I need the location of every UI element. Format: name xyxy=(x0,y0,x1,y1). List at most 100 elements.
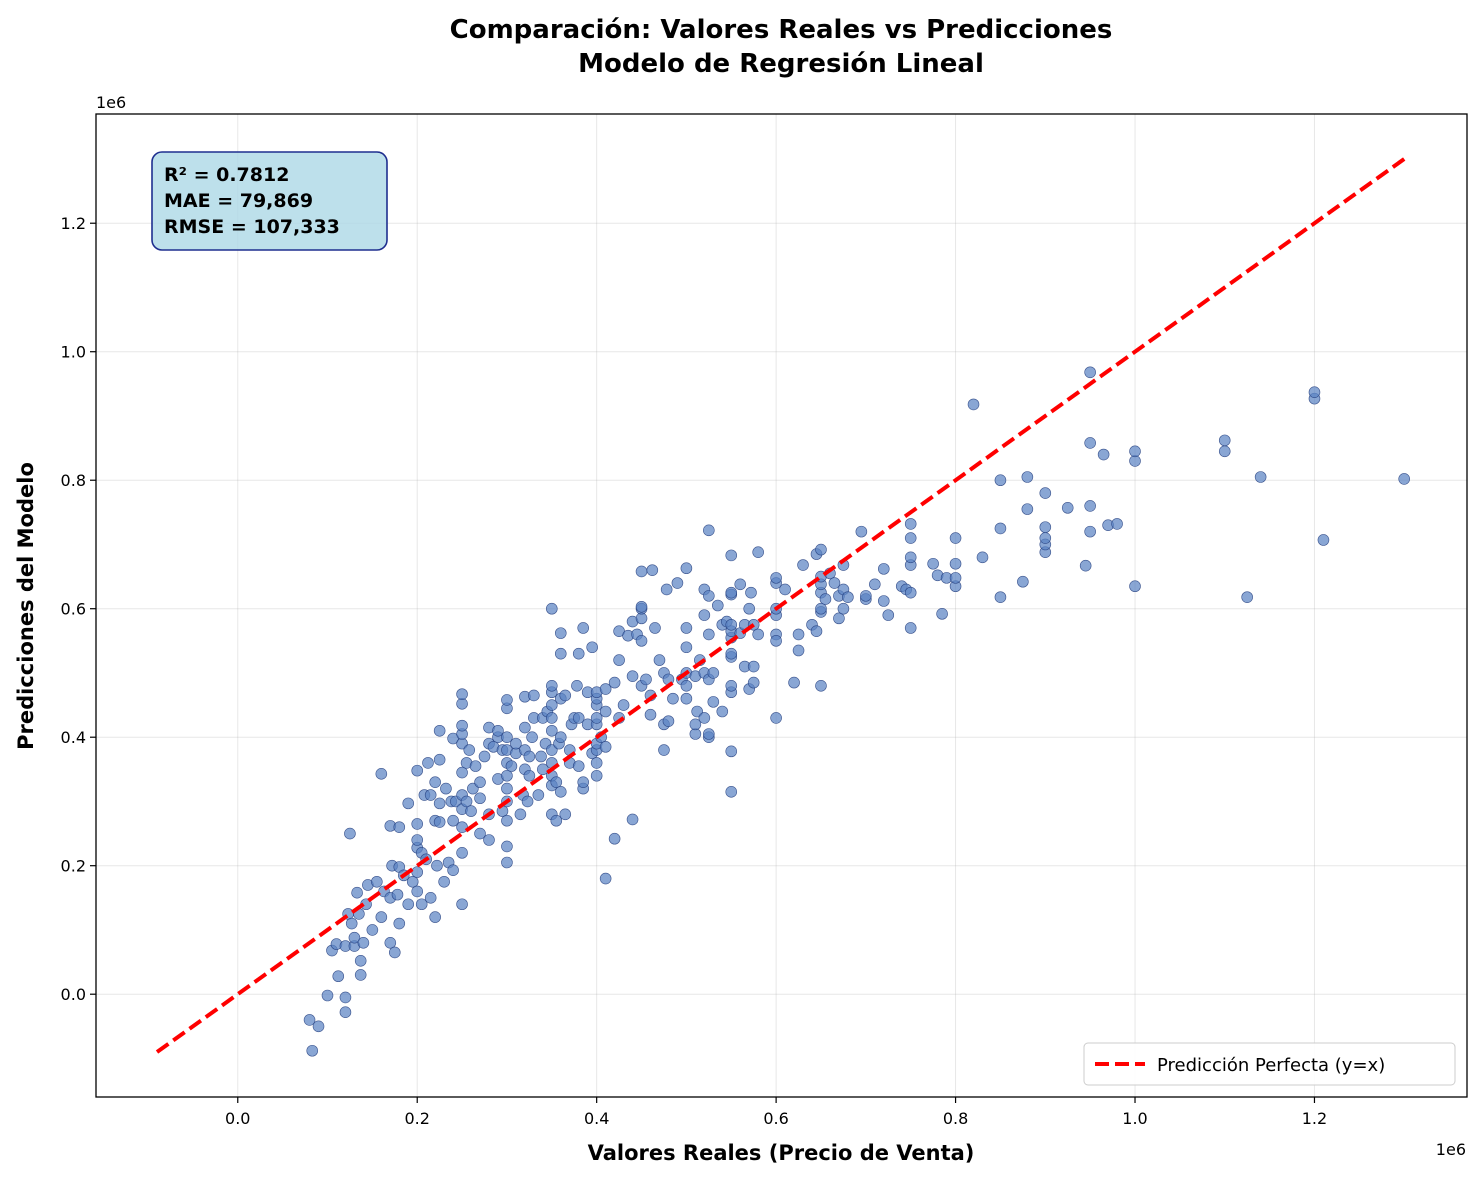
data-point xyxy=(577,776,590,788)
data-point xyxy=(1084,525,1096,538)
data-point xyxy=(792,628,805,641)
data-point xyxy=(523,750,536,763)
data-point xyxy=(501,731,513,744)
data-point xyxy=(967,398,980,411)
data-point xyxy=(770,572,782,584)
data-point xyxy=(1218,434,1231,447)
data-point xyxy=(554,731,567,744)
data-point xyxy=(1097,448,1110,461)
data-point xyxy=(411,764,424,777)
x-tick-label: 0.0 xyxy=(225,1109,250,1128)
data-point xyxy=(1021,503,1034,515)
data-point xyxy=(554,627,567,639)
data-point xyxy=(743,602,755,615)
chart-title-line1: Comparación: Valores Reales vs Prediccio… xyxy=(450,15,1113,45)
data-point xyxy=(725,618,738,631)
data-point xyxy=(505,760,518,772)
stats-mae: MAE = 79,869 xyxy=(164,190,313,212)
data-point xyxy=(535,750,547,763)
data-point xyxy=(752,628,764,641)
y-tick-label: 0.0 xyxy=(61,985,86,1004)
reference-line xyxy=(155,157,1406,1054)
data-point xyxy=(447,864,459,877)
data-point xyxy=(354,969,367,981)
data-point xyxy=(433,753,446,766)
data-point xyxy=(384,937,397,949)
data-point xyxy=(747,660,760,673)
y-tick-label: 0.2 xyxy=(61,857,86,876)
data-point xyxy=(478,750,491,763)
data-point xyxy=(725,745,738,758)
data-point xyxy=(456,719,468,732)
data-point xyxy=(438,875,450,888)
data-point xyxy=(469,760,482,772)
y-tick-label: 0.8 xyxy=(61,471,86,490)
data-point xyxy=(559,689,572,702)
data-point xyxy=(703,590,715,602)
data-point xyxy=(402,797,415,810)
data-point xyxy=(1017,575,1029,588)
data-point xyxy=(345,917,358,930)
x-tick-label: 1.0 xyxy=(1122,1109,1147,1128)
data-point xyxy=(1254,471,1267,483)
data-point xyxy=(429,776,441,788)
data-point xyxy=(546,602,558,615)
data-point xyxy=(348,931,361,944)
data-point xyxy=(860,590,872,602)
data-point xyxy=(433,724,446,737)
x-axis-label: Valores Reales (Precio de Venta) xyxy=(588,1141,975,1165)
data-point xyxy=(882,609,895,621)
data-point xyxy=(707,667,720,679)
data-point xyxy=(646,564,659,576)
data-point xyxy=(554,647,567,660)
data-point xyxy=(354,954,367,967)
data-point xyxy=(357,937,370,949)
data-point xyxy=(658,744,670,756)
plot-frame xyxy=(95,113,1468,1098)
data-point xyxy=(375,911,388,923)
data-point xyxy=(424,892,437,904)
x-tick-label: 0.6 xyxy=(763,1109,788,1128)
data-point xyxy=(877,563,890,575)
data-point xyxy=(680,562,693,575)
data-point xyxy=(828,577,841,589)
data-point xyxy=(1317,534,1330,546)
data-point xyxy=(456,821,468,833)
data-point xyxy=(440,782,452,795)
data-point xyxy=(792,644,805,657)
data-point xyxy=(306,1044,319,1057)
data-point xyxy=(613,654,625,666)
data-point xyxy=(521,795,534,808)
data-point xyxy=(734,578,747,591)
data-point xyxy=(904,586,917,599)
data-point xyxy=(501,840,513,853)
data-point xyxy=(927,557,939,570)
data-point xyxy=(411,818,424,830)
data-point xyxy=(550,776,563,788)
data-point xyxy=(514,808,527,821)
y-axis-ticks: 0.0 0.2 0.4 0.6 0.8 1.0 1.2 xyxy=(61,214,96,1004)
data-points xyxy=(303,366,1410,1057)
data-point xyxy=(321,989,334,1002)
data-point xyxy=(415,898,428,911)
data-point xyxy=(855,525,868,538)
data-point xyxy=(797,559,809,571)
data-point xyxy=(725,586,738,599)
data-point xyxy=(745,586,757,599)
data-point xyxy=(572,647,585,660)
data-point xyxy=(456,766,468,779)
data-point xyxy=(519,721,531,734)
data-point xyxy=(546,712,558,724)
data-point xyxy=(1039,532,1052,544)
data-point xyxy=(303,1014,316,1026)
data-point xyxy=(680,680,693,692)
data-point xyxy=(559,808,572,821)
data-point xyxy=(590,769,603,782)
data-point xyxy=(546,680,558,692)
data-point xyxy=(833,612,845,625)
data-point xyxy=(711,599,724,612)
data-point xyxy=(1129,445,1141,458)
data-point xyxy=(411,866,424,878)
data-point xyxy=(501,694,513,706)
data-point xyxy=(725,680,738,692)
